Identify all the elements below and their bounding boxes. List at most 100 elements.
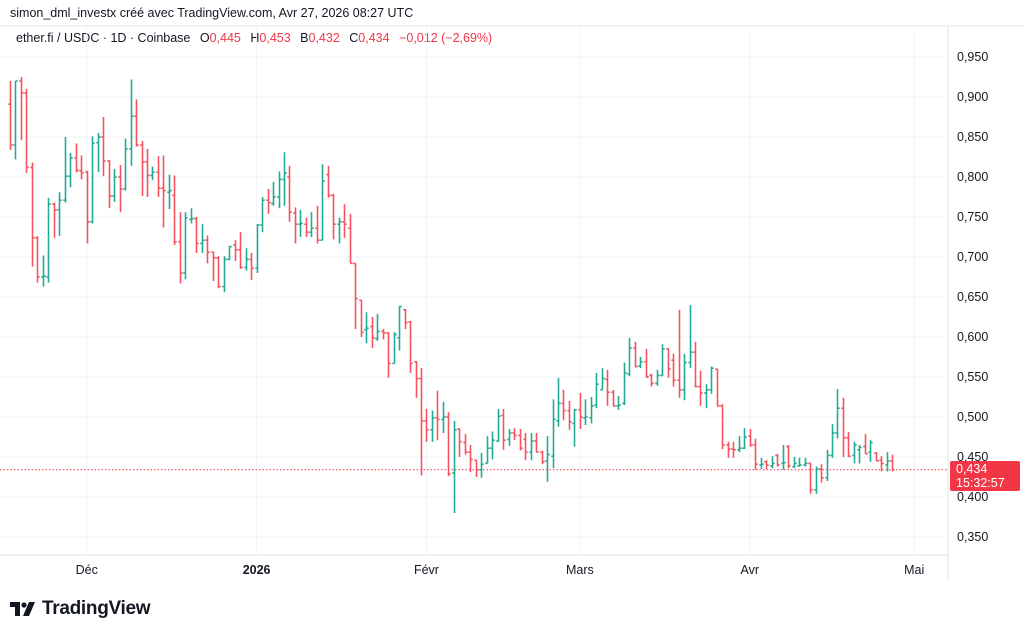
ohlc-bar[interactable]	[611, 389, 616, 407]
ohlc-bar[interactable]	[46, 197, 51, 283]
ohlc-bar[interactable]	[277, 171, 282, 209]
ohlc-bar[interactable]	[835, 389, 840, 439]
ohlc-bar[interactable]	[74, 143, 79, 173]
ohlc-bar[interactable]	[79, 155, 84, 180]
ohlc-bar[interactable]	[244, 248, 249, 271]
ohlc-bar[interactable]	[298, 209, 303, 237]
ohlc-bar[interactable]	[578, 393, 583, 429]
ohlc-bar[interactable]	[414, 360, 419, 398]
ohlc-bar[interactable]	[24, 89, 29, 173]
ohlc-bar[interactable]	[101, 117, 106, 177]
tradingview-logo[interactable]: TradingView	[10, 598, 151, 620]
ohlc-bar[interactable]	[649, 373, 654, 387]
ohlc-bar[interactable]	[890, 454, 895, 472]
symbol-name[interactable]: ether.fi / USDC · 1D · Coinbase	[16, 31, 191, 45]
ohlc-bar[interactable]	[698, 370, 703, 406]
ohlc-bar[interactable]	[331, 193, 336, 240]
ohlc-bar[interactable]	[8, 81, 13, 150]
ohlc-bar[interactable]	[178, 212, 183, 284]
ohlc-bar[interactable]	[463, 433, 468, 455]
ohlc-bar[interactable]	[468, 445, 473, 473]
ohlc-bar[interactable]	[63, 137, 68, 203]
ohlc-bar[interactable]	[572, 408, 577, 447]
ohlc-bar[interactable]	[85, 170, 90, 244]
ohlc-bar[interactable]	[764, 460, 769, 469]
ohlc-bar[interactable]	[189, 208, 194, 224]
ohlc-bar[interactable]	[512, 428, 517, 441]
ohlc-bar[interactable]	[342, 204, 347, 238]
ohlc-bar[interactable]	[129, 79, 134, 166]
ohlc-bar[interactable]	[375, 313, 380, 341]
ohlc-bar[interactable]	[441, 401, 446, 433]
ohlc-bar[interactable]	[803, 457, 808, 467]
ohlc-bar[interactable]	[452, 421, 457, 513]
ohlc-bar[interactable]	[255, 224, 260, 273]
ohlc-bar[interactable]	[775, 453, 780, 467]
ohlc-bar[interactable]	[233, 240, 238, 261]
ohlc-bar[interactable]	[726, 441, 731, 458]
ohlc-bar[interactable]	[490, 431, 495, 460]
ohlc-bar[interactable]	[709, 366, 714, 394]
ohlc-bar[interactable]	[337, 217, 342, 244]
ohlc-bar[interactable]	[392, 332, 397, 365]
ohlc-bar[interactable]	[140, 141, 145, 197]
ohlc-bar[interactable]	[556, 377, 561, 427]
ohlc-bar[interactable]	[660, 344, 665, 377]
ohlc-bar[interactable]	[622, 362, 627, 405]
ohlc-bar[interactable]	[819, 464, 824, 483]
ohlc-bar[interactable]	[879, 456, 884, 472]
ohlc-bar[interactable]	[567, 401, 572, 430]
ohlc-bar[interactable]	[518, 429, 523, 451]
ohlc-bar[interactable]	[868, 440, 873, 462]
ohlc-bar[interactable]	[627, 337, 632, 377]
ohlc-bar[interactable]	[753, 438, 758, 470]
ohlc-bar[interactable]	[688, 305, 693, 369]
ohlc-bar[interactable]	[638, 357, 643, 369]
ohlc-bar[interactable]	[841, 397, 846, 457]
ohlc-bar[interactable]	[435, 390, 440, 441]
ohlc-bar[interactable]	[326, 165, 331, 198]
ohlc-bar[interactable]	[781, 445, 786, 470]
ohlc-bar[interactable]	[666, 348, 671, 378]
ohlc-bar[interactable]	[704, 384, 709, 409]
ohlc-bar[interactable]	[507, 429, 512, 446]
ohlc-bar[interactable]	[57, 192, 62, 237]
ohlc-bar[interactable]	[205, 235, 210, 264]
ohlc-bar[interactable]	[677, 309, 682, 398]
ohlc-bar[interactable]	[227, 245, 232, 261]
ohlc-bar[interactable]	[874, 452, 879, 462]
ohlc-bar[interactable]	[271, 181, 276, 206]
ohlc-bar[interactable]	[529, 433, 534, 461]
ohlc-bar[interactable]	[600, 368, 605, 391]
ohlc-bar[interactable]	[266, 189, 271, 214]
ohlc-bar[interactable]	[145, 149, 150, 197]
ohlc-bar[interactable]	[52, 202, 57, 238]
ohlc-bar[interactable]	[759, 457, 764, 469]
ohlc-bar[interactable]	[430, 410, 435, 442]
ohlc-bar[interactable]	[523, 433, 528, 461]
ohlc-bar[interactable]	[13, 80, 18, 160]
ohlc-bar[interactable]	[551, 399, 556, 469]
ohlc-bar[interactable]	[134, 99, 139, 147]
ohlc-bar[interactable]	[742, 428, 747, 450]
ohlc-bar[interactable]	[194, 217, 199, 253]
ohlc-bar[interactable]	[792, 457, 797, 469]
ohlc-bar[interactable]	[534, 433, 539, 454]
ohlc-bar[interactable]	[808, 462, 813, 494]
ohlc-bar[interactable]	[731, 441, 736, 458]
ohlc-bar[interactable]	[561, 389, 566, 421]
ohlc-bar[interactable]	[419, 368, 424, 476]
ohlc-bar[interactable]	[309, 212, 314, 237]
ohlc-bar[interactable]	[183, 212, 188, 280]
ohlc-bar[interactable]	[112, 169, 117, 202]
ohlc-bar[interactable]	[90, 136, 95, 224]
ohlc-bar[interactable]	[545, 436, 550, 482]
ohlc-bar[interactable]	[293, 207, 298, 244]
ohlc-bar[interactable]	[172, 175, 177, 245]
ohlc-bar[interactable]	[287, 165, 292, 222]
ohlc-bar[interactable]	[594, 373, 599, 409]
ohlc-bar[interactable]	[167, 174, 172, 209]
ohlc-bar[interactable]	[693, 341, 698, 388]
ohlc-bar[interactable]	[540, 450, 545, 465]
